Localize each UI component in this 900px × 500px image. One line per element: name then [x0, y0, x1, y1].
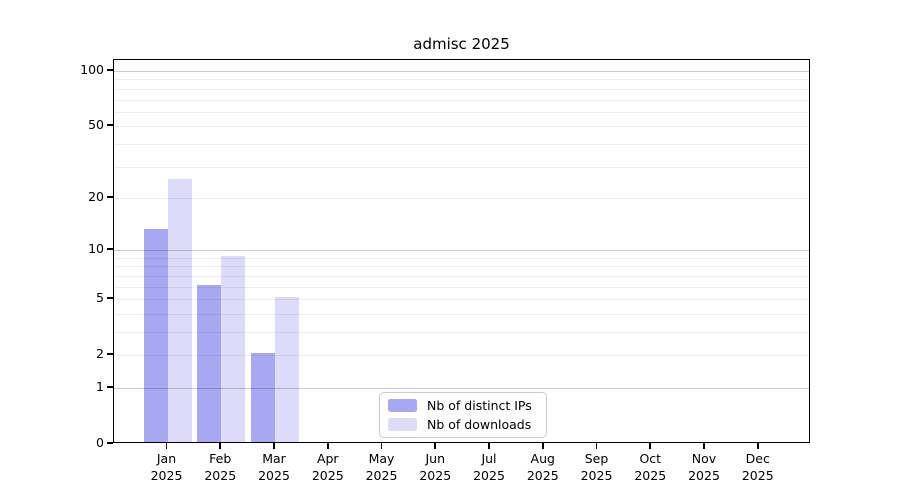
x-tick-mark: [649, 443, 652, 449]
minor-gridline: [114, 266, 809, 268]
y-tick-mark: [107, 297, 113, 299]
major-gridline: [114, 250, 809, 252]
minor-gridline: [114, 257, 809, 259]
x-tick-label: Dec 2025: [741, 451, 774, 483]
x-tick-label: Jul 2025: [473, 451, 505, 483]
chart-title: admisc 2025: [413, 35, 510, 53]
minor-gridline: [114, 111, 809, 113]
x-tick-label: Mar 2025: [258, 451, 290, 483]
x-tick-mark: [273, 443, 275, 449]
y-tick-label: 1: [96, 378, 104, 394]
y-tick-mark: [107, 442, 113, 444]
x-tick-mark: [434, 443, 437, 449]
y-tick-label: 0: [96, 435, 104, 450]
major-gridline: [114, 71, 809, 72]
bar-feb-ips: [197, 284, 222, 442]
major-gridline: [114, 388, 809, 389]
y-tick-mark: [107, 69, 113, 71]
minor-gridline: [114, 143, 809, 145]
legend-label: Nb of distinct IPs: [427, 398, 532, 413]
minor-gridline: [114, 299, 809, 301]
legend-item-distinct-ips: Nb of distinct IPs: [388, 398, 538, 413]
x-tick-label: Oct 2025: [634, 451, 667, 483]
x-tick-label: Nov 2025: [688, 451, 720, 483]
x-tick-mark: [380, 443, 383, 449]
x-tick-mark: [326, 443, 329, 449]
x-tick-mark: [165, 443, 168, 449]
bar-feb-downloads: [221, 255, 246, 442]
minor-gridline: [114, 355, 809, 357]
legend-label: Nb of downloads: [427, 417, 532, 432]
minor-gridline: [114, 197, 809, 199]
legend: Nb of distinct IPs Nb of downloads: [379, 392, 547, 438]
x-tick-mark: [595, 443, 598, 449]
y-tick-mark: [107, 124, 113, 126]
minor-gridline: [114, 88, 809, 90]
x-tick-label: Aug 2025: [526, 451, 559, 483]
x-tick-mark: [541, 443, 544, 449]
minor-gridline: [114, 332, 809, 333]
y-tick-mark: [107, 353, 113, 355]
legend-swatch: [388, 399, 417, 412]
x-tick-label: Feb 2025: [204, 451, 237, 483]
bar-mar-downloads: [275, 297, 299, 442]
bar-jan-downloads: [167, 178, 192, 442]
y-tick-mark: [107, 195, 113, 198]
x-tick-label: May 2025: [365, 451, 398, 483]
y-tick-mark: [107, 385, 113, 388]
legend-item-downloads: Nb of downloads: [388, 417, 538, 432]
minor-gridline: [114, 99, 809, 101]
y-tick-label: 5: [96, 290, 104, 306]
plot-area: Nb of distinct IPs Nb of downloads: [113, 59, 810, 443]
y-tick-label: 2: [96, 346, 104, 362]
minor-gridline: [114, 166, 809, 168]
y-tick-label: 50: [88, 117, 104, 133]
x-tick-mark: [703, 443, 705, 449]
y-tick-label: 20: [88, 188, 104, 204]
x-tick-mark: [756, 443, 759, 449]
bar-mar-ips: [251, 353, 275, 442]
minor-gridline: [114, 79, 809, 81]
x-tick-mark: [488, 443, 490, 449]
x-tick-mark: [219, 443, 222, 449]
minor-gridline: [114, 126, 809, 128]
x-tick-label: Jun 2025: [419, 451, 452, 483]
y-tick-label: 10: [88, 241, 104, 257]
minor-gridline: [114, 286, 809, 288]
x-tick-label: Sep 2025: [580, 451, 613, 483]
legend-swatch: [388, 418, 417, 431]
minor-gridline: [114, 275, 809, 277]
x-tick-label: Jan 2025: [150, 451, 183, 483]
y-tick-label: 100: [80, 62, 104, 77]
bar-jan-ips: [143, 228, 168, 442]
y-tick-mark: [107, 248, 113, 250]
minor-gridline: [114, 313, 809, 315]
x-tick-label: Apr 2025: [311, 451, 344, 483]
